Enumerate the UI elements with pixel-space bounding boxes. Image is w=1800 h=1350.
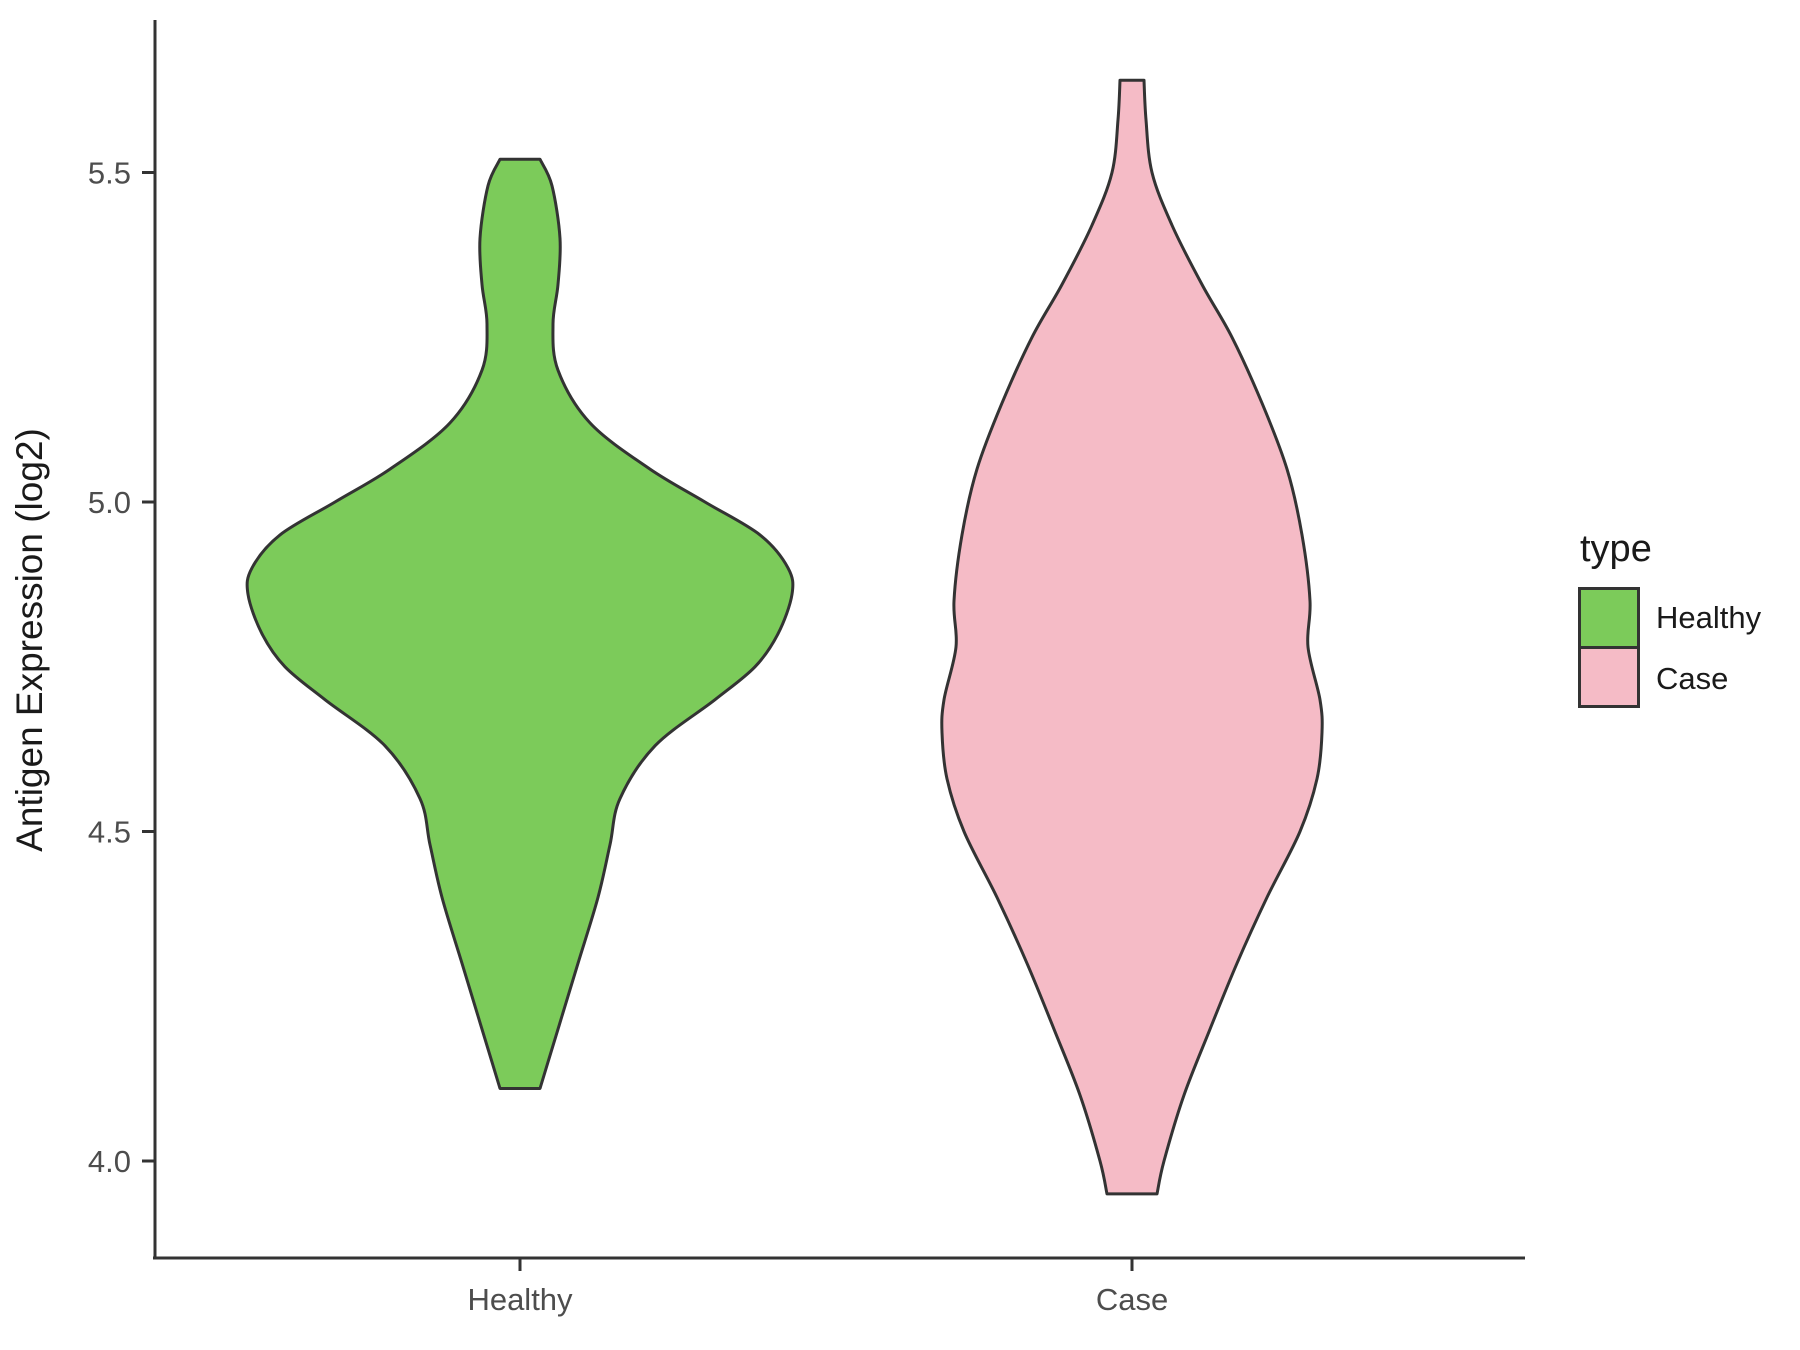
- y-axis-title: Antigen Expression (log2): [9, 428, 50, 852]
- legend-entry-healthy: Healthy: [1578, 587, 1761, 649]
- violin-healthy: [245, 157, 795, 1090]
- legend: type Healthy Case: [1578, 528, 1761, 708]
- legend-key-swatch: [1578, 587, 1640, 649]
- legend-key-swatch: [1578, 646, 1640, 708]
- y-axis: 4.0 4.5 5.0 5.5: [88, 20, 157, 1258]
- y-tick-label: 5.0: [88, 485, 131, 520]
- y-tick-label: 4.0: [88, 1144, 131, 1179]
- legend-label: Healthy: [1656, 600, 1762, 635]
- legend-entry-case: Case: [1578, 646, 1761, 708]
- legend-entries: Healthy Case: [1578, 587, 1761, 708]
- violins: [245, 78, 1324, 1196]
- violin-case: [940, 78, 1324, 1196]
- x-axis: Healthy Case: [153, 1256, 1525, 1317]
- legend-label: Case: [1656, 660, 1729, 696]
- legend-title: type: [1580, 528, 1652, 570]
- x-tick-label: Case: [1096, 1282, 1168, 1317]
- y-tick-label: 5.5: [88, 156, 131, 191]
- y-tick-label: 4.5: [88, 815, 131, 850]
- x-tick-label: Healthy: [467, 1282, 573, 1317]
